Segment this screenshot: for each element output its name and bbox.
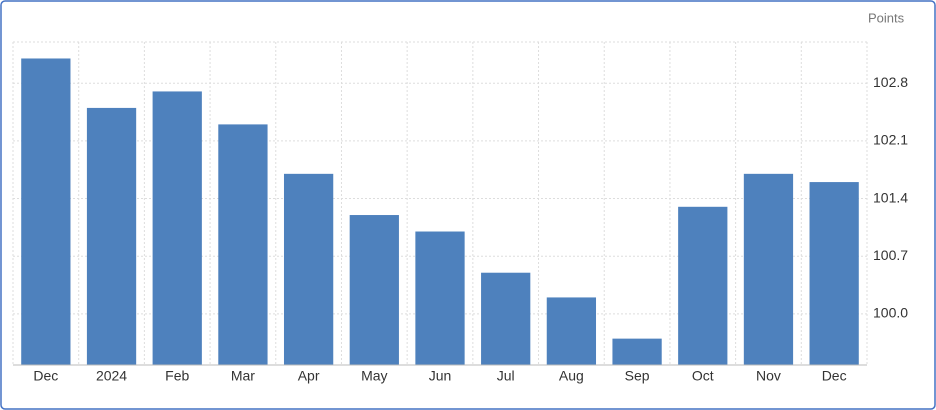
bar [283,173,334,365]
bar [415,231,465,365]
bar [481,272,531,365]
x-tick-label: Oct [692,368,714,384]
x-tick-label: Apr [298,368,320,384]
bar [86,107,137,365]
axis-label: Points [868,10,905,25]
bar [218,124,268,366]
bar [546,297,597,365]
x-tick-label: Jul [497,368,515,384]
x-tick-label: Aug [559,368,584,384]
x-tick-label: Nov [756,368,781,384]
bar [809,182,859,365]
x-tick-label: Dec [822,368,847,384]
x-tick-label: Feb [165,368,189,384]
bar [678,206,728,365]
bar [152,91,202,365]
y-tick-label: 100.0 [873,305,908,321]
x-tick-label: Sep [625,368,650,384]
bar [21,58,71,366]
y-tick-label: 101.4 [873,189,908,205]
bar [743,173,794,365]
x-tick-label: Dec [33,368,58,384]
bar [612,338,662,365]
x-tick-label: Mar [231,368,255,384]
y-tick-label: 102.8 [873,74,908,90]
x-tick-label: Jun [429,368,452,384]
bar [349,215,399,365]
y-tick-label: 102.1 [873,132,908,148]
x-tick-label: May [361,368,387,384]
y-tick-label: 100.7 [873,247,908,263]
x-tick-label: 2024 [96,368,127,384]
